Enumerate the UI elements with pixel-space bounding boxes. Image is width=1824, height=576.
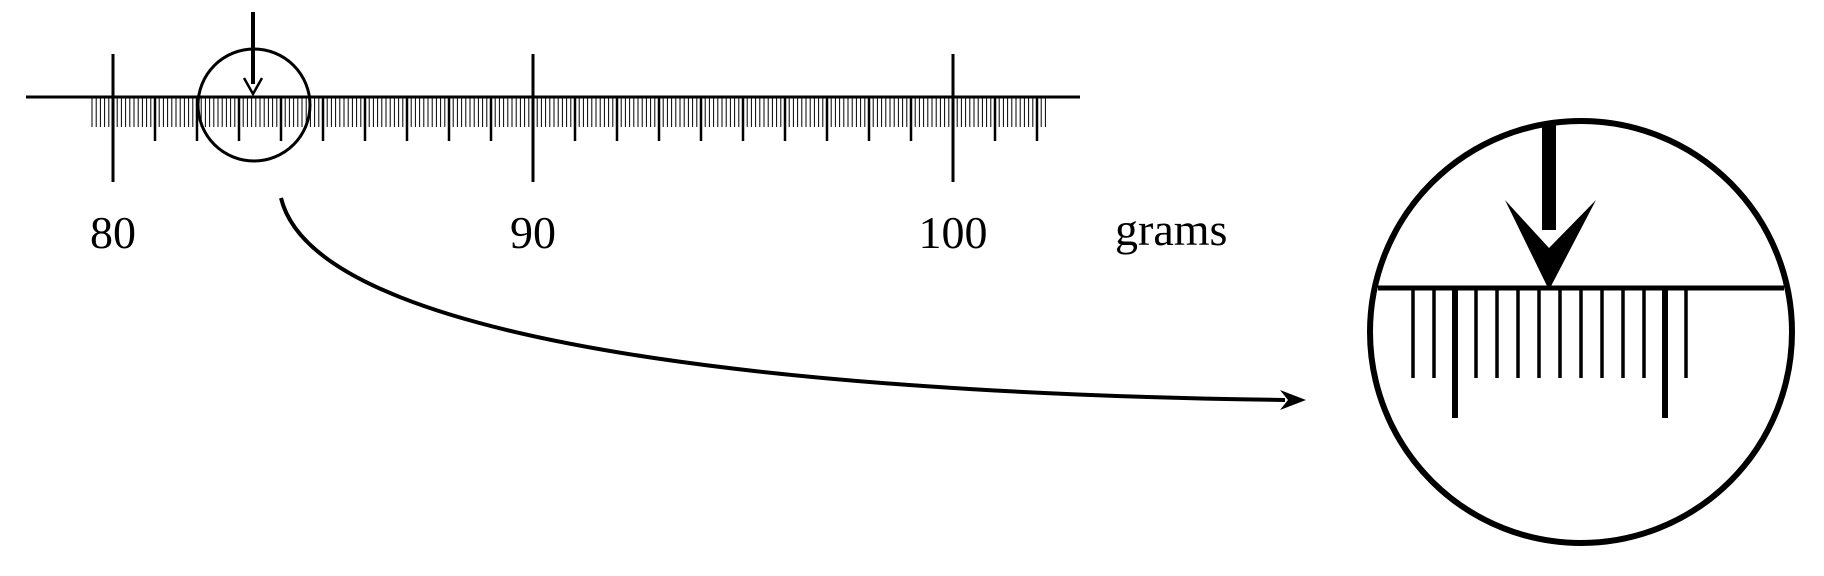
pointer-arrow [242,12,264,97]
magnified-view [1367,118,1795,546]
connector-arrow [279,197,1306,410]
scale-label-90: 90 [510,207,556,258]
scale-ticks [91,54,1046,182]
scale-label-100: 100 [919,207,988,258]
magnifier-circle [1367,118,1795,546]
magnifier-ticks [1411,290,1688,418]
unit-label: grams [1115,204,1227,255]
magnifier-pointer-arrow [1505,125,1596,290]
scale-label-80: 80 [90,207,136,258]
magnify-region-circle [196,47,312,163]
main-scale: 80 90 100 grams [26,54,1227,258]
